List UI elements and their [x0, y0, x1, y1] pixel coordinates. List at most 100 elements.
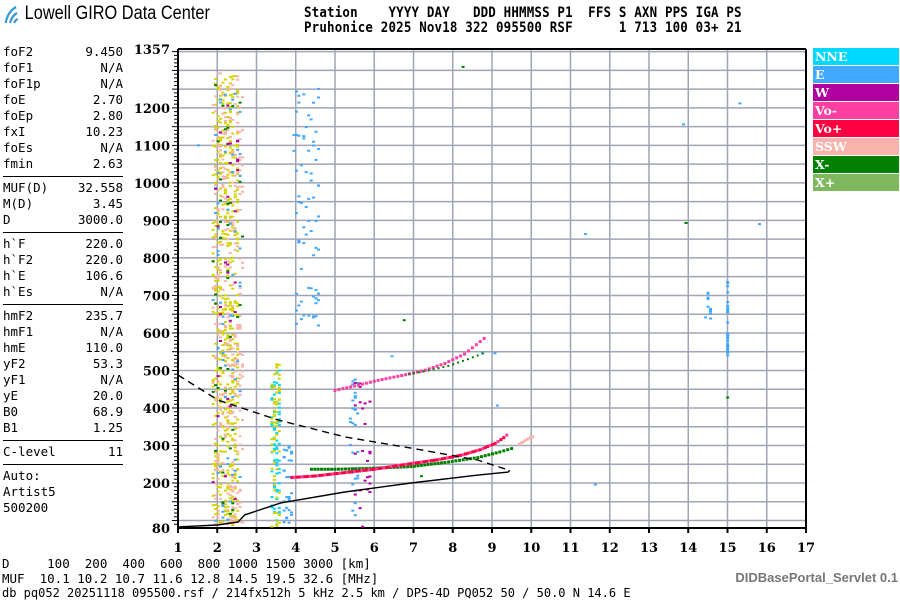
echo-point: [317, 324, 320, 327]
echo-point: [219, 522, 222, 525]
echo-point: [299, 164, 303, 167]
echo-point: [223, 262, 227, 265]
echo-point: [221, 106, 225, 109]
x-trace-point: [326, 467, 330, 471]
echo-point: [272, 512, 276, 515]
echo-point: [302, 241, 306, 244]
separator: [3, 464, 123, 465]
x-trace-point: [354, 467, 358, 471]
echo-point: [211, 310, 215, 313]
echo-point: [226, 305, 230, 308]
echo-point: [214, 193, 218, 196]
echo-point: [211, 139, 215, 142]
echo-point: [356, 474, 360, 477]
echo-point: [228, 301, 232, 304]
echo-point: [223, 325, 227, 328]
echo-point: [238, 169, 242, 172]
echo-point: [223, 294, 227, 297]
echo-point: [221, 450, 225, 453]
echo-point: [216, 490, 220, 493]
o-trace-point: [367, 468, 371, 472]
echo-point: [231, 363, 235, 366]
x-trace-point: [472, 456, 476, 460]
echo-point: [231, 372, 235, 375]
echo-point: [221, 426, 225, 429]
second-hop-o-point: [470, 346, 474, 350]
o-trace-point: [311, 474, 315, 478]
echo-point: [214, 220, 218, 223]
echo-point: [214, 289, 218, 292]
echo-point: [216, 207, 220, 210]
second-hop-o-point: [392, 375, 396, 379]
echo-point: [236, 377, 240, 380]
echo-point: [233, 313, 237, 316]
echo-point: [228, 392, 232, 395]
o-trace-point: [380, 466, 384, 470]
param-row: yF1 N/A: [3, 372, 123, 388]
x-trace-point: [409, 465, 413, 469]
echo-point: [219, 85, 222, 88]
logo-text: Lowell GIRO Data Center: [24, 3, 210, 24]
echo-point: [228, 304, 232, 307]
param-value: 2.63: [92, 156, 123, 171]
echo-point: [238, 110, 242, 113]
echo-point: [223, 343, 227, 346]
second-hop-o-point: [455, 356, 459, 360]
echo-point: [231, 479, 235, 482]
echo-point: [228, 146, 232, 149]
echo-point: [221, 461, 225, 464]
echo-point: [238, 505, 242, 508]
echo-point: [307, 114, 311, 117]
echo-point: [211, 516, 215, 519]
echo-point: [216, 88, 220, 91]
echo-point: [238, 409, 242, 412]
echo-point: [226, 312, 230, 315]
echo-point: [272, 414, 276, 417]
second-hop-o-point: [372, 379, 376, 383]
echo-point: [211, 287, 215, 290]
separator: [3, 440, 123, 441]
echo-point: [236, 418, 240, 421]
echo-point: [233, 427, 237, 430]
echo-point: [236, 140, 240, 143]
echo-point: [223, 342, 227, 345]
echo-point: [219, 352, 222, 355]
echo-point: [353, 378, 357, 381]
echo-point: [726, 332, 730, 335]
o-trace-point: [335, 471, 339, 475]
echo-point: [299, 201, 303, 204]
echo-point: [219, 294, 222, 297]
echo-point: [216, 169, 220, 172]
echo-point: [228, 409, 232, 412]
echo-point: [726, 304, 730, 307]
param-name: h`E: [3, 268, 26, 283]
echo-point: [226, 212, 230, 215]
echo-point: [231, 439, 235, 442]
o-trace-point: [331, 472, 335, 476]
echo-point: [226, 426, 230, 429]
echo-point: [272, 381, 276, 384]
echo-point: [233, 301, 237, 304]
echo-point: [231, 314, 235, 317]
echo-point: [231, 468, 235, 471]
x-trace-point: [423, 463, 427, 467]
echo-point: [231, 171, 235, 174]
echo-point: [272, 438, 276, 441]
echo-point: [228, 324, 232, 327]
echo-point: [231, 379, 235, 382]
echo-point: [211, 222, 215, 225]
echo-point: [216, 250, 220, 253]
echo-point: [221, 354, 225, 357]
echo-point: [231, 210, 235, 213]
echo-point: [726, 345, 730, 348]
echo-point: [297, 94, 301, 97]
param-name: yF2: [3, 356, 26, 371]
echo-point: [214, 82, 218, 85]
echo-point: [228, 348, 232, 351]
echo-point: [214, 276, 218, 279]
echo-point: [236, 111, 240, 114]
echo-point: [216, 209, 220, 212]
o-trace-point: [404, 462, 408, 466]
echo-point: [228, 252, 232, 255]
echo-point: [221, 91, 225, 94]
